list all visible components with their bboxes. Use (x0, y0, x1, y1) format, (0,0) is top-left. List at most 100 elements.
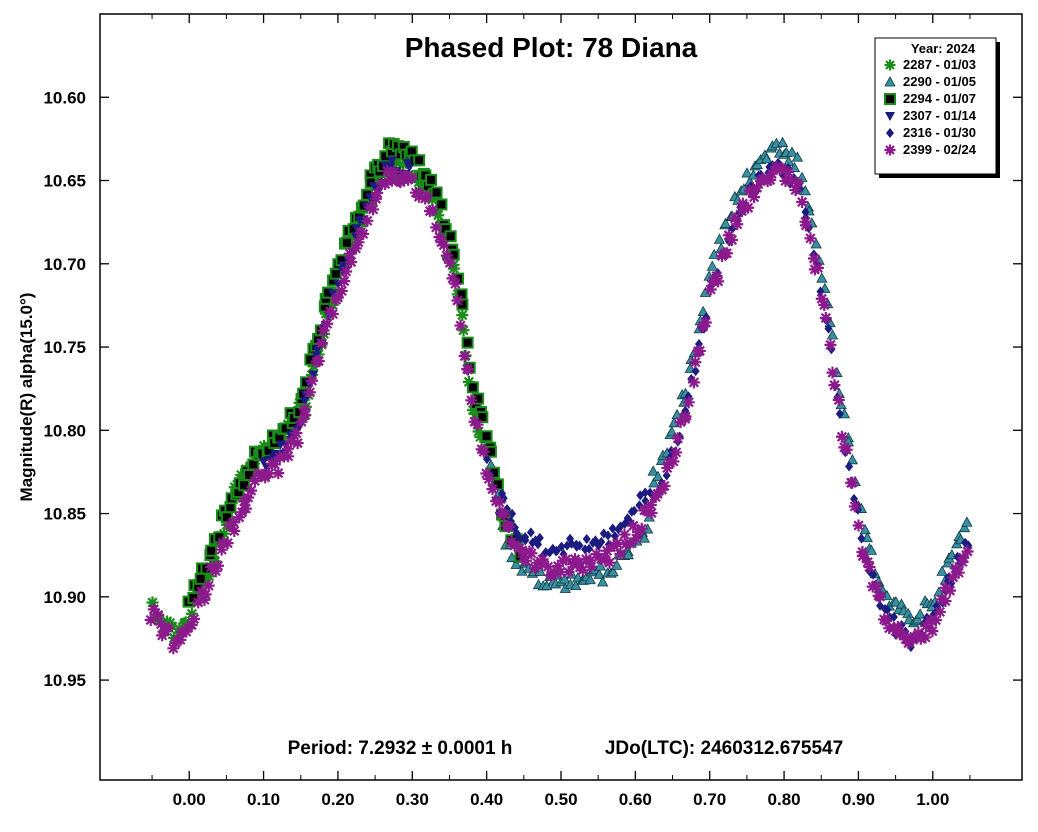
data-point (425, 173, 438, 186)
data-point (667, 455, 680, 468)
data-point (291, 437, 304, 450)
data-point (458, 350, 471, 363)
data-point (947, 571, 960, 584)
data-point (471, 418, 484, 431)
x-tick-label: 0.50 (544, 790, 577, 809)
data-point (512, 528, 521, 539)
legend-marker (884, 144, 896, 156)
x-tick-label: 1.00 (916, 790, 949, 809)
data-point (782, 165, 795, 178)
data-point (394, 176, 407, 189)
data-point (607, 566, 619, 577)
data-point (317, 324, 330, 337)
data-point (835, 408, 844, 419)
data-point (601, 544, 614, 557)
data-point (618, 528, 631, 541)
data-point (611, 559, 623, 570)
x-tick-label: 0.60 (619, 790, 652, 809)
data-point (852, 519, 865, 532)
data-point (343, 247, 356, 260)
data-point (584, 554, 597, 567)
data-point (603, 556, 616, 569)
data-point (415, 182, 428, 195)
data-point (815, 292, 828, 305)
data-point (907, 633, 920, 646)
data-point (824, 338, 837, 351)
x-tick-label: 0.30 (396, 790, 429, 809)
data-point (796, 171, 808, 182)
data-point (764, 173, 777, 186)
data-point (443, 256, 456, 269)
data-point (245, 484, 258, 497)
data-point (531, 556, 544, 569)
data-point (370, 192, 383, 205)
data-point (312, 355, 325, 368)
data-point (290, 427, 303, 440)
data-point (405, 171, 418, 184)
data-point (146, 596, 159, 609)
data-point (493, 496, 506, 509)
data-point (248, 474, 261, 487)
data-point (897, 628, 910, 641)
data-point (883, 604, 892, 615)
data-point (671, 432, 684, 445)
y-tick-label: 10.70 (43, 255, 86, 274)
data-point (725, 234, 738, 247)
data-point (390, 157, 403, 170)
data-point (689, 356, 702, 369)
data-point (281, 442, 294, 455)
data-point (562, 566, 575, 579)
data-point (857, 533, 866, 544)
data-point (335, 284, 348, 297)
data-point (451, 294, 464, 307)
data-point (585, 560, 598, 573)
data-point (750, 181, 763, 194)
data-point (961, 516, 973, 527)
data-point (228, 524, 241, 537)
data-point (687, 376, 700, 389)
data-point (312, 345, 323, 355)
data-point (202, 579, 215, 592)
data-point (640, 504, 653, 517)
data-point (203, 570, 216, 583)
y-axis: 10.60 10.65 10.70 10.75 10.80 10.85 10.90 10.95 (43, 88, 1022, 690)
data-point (741, 167, 753, 178)
data-point (694, 338, 703, 349)
legend-entry-label: 2307 - 01/14 (903, 108, 977, 123)
data-point (387, 156, 398, 166)
data-point (192, 596, 205, 609)
data-point (396, 158, 409, 171)
data-point (682, 396, 695, 409)
data-point (939, 595, 952, 608)
x-tick-label: 0.90 (842, 790, 875, 809)
data-point (185, 618, 198, 631)
data-point (446, 272, 459, 285)
data-point (559, 573, 571, 584)
data-point (486, 483, 499, 496)
data-point (510, 558, 522, 569)
data-point (556, 554, 569, 567)
data-point (147, 603, 160, 616)
data-point (786, 146, 798, 157)
data-point (340, 236, 353, 249)
data-point (526, 527, 535, 538)
x-axis: 0.00 0.10 0.20 0.30 0.40 0.50 0.60 0.70 0.80 0.90… (151, 14, 971, 809)
data-point (519, 554, 532, 567)
data-point (315, 337, 328, 350)
data-point (799, 219, 812, 232)
data-point (935, 593, 948, 606)
data-point (912, 626, 925, 639)
data-point (889, 612, 898, 623)
data-point (258, 457, 269, 467)
data-point (597, 576, 609, 587)
data-point (957, 551, 970, 564)
data-point (722, 229, 735, 242)
data-point (608, 523, 617, 534)
data-point (238, 479, 251, 492)
x-tick-label: 0.80 (768, 790, 801, 809)
epoch-annotation: JDo(LTC): 2460312.675547 (605, 738, 843, 759)
data-point (869, 569, 878, 580)
data-point (437, 239, 450, 252)
data-point (693, 344, 706, 357)
